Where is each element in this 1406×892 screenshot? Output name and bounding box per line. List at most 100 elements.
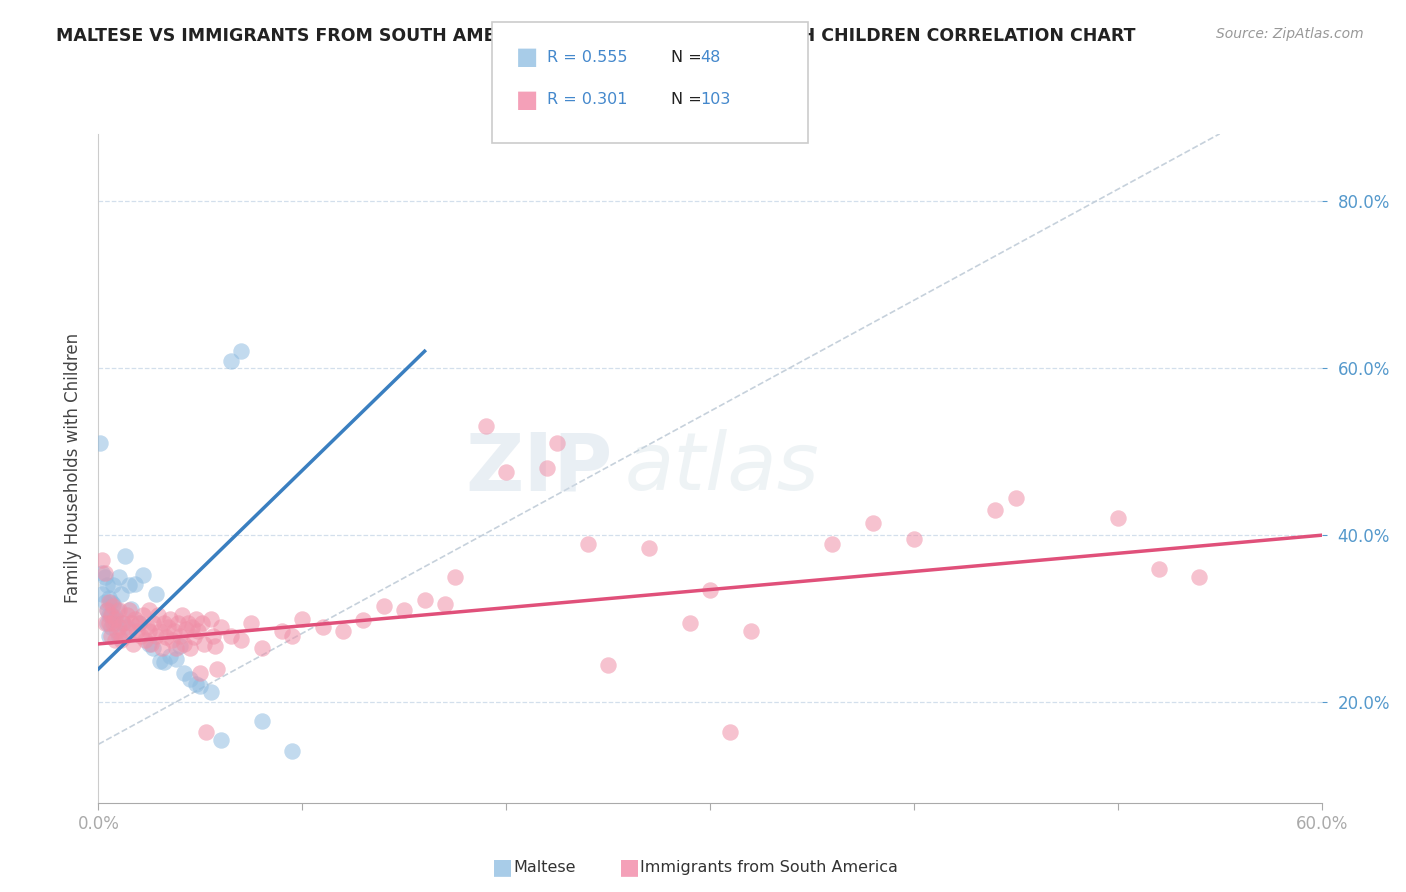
- Point: [101, 599, 124, 614]
- Point: [536, 461, 558, 475]
- Text: ■: ■: [492, 857, 513, 877]
- Point: [177, 615, 200, 630]
- Point: [122, 637, 145, 651]
- Point: [174, 622, 197, 636]
- Point: [100, 607, 122, 622]
- Point: [474, 419, 498, 434]
- Point: [392, 603, 416, 617]
- Point: [1107, 511, 1129, 525]
- Point: [146, 607, 169, 622]
- Point: [204, 639, 226, 653]
- Point: [332, 624, 354, 639]
- Point: [169, 628, 191, 642]
- Point: [118, 578, 141, 592]
- Text: ZIP: ZIP: [465, 429, 612, 508]
- Point: [91, 553, 114, 567]
- Point: [100, 628, 122, 642]
- Point: [128, 615, 150, 630]
- Point: [150, 641, 173, 656]
- Point: [200, 612, 222, 626]
- Point: [984, 503, 1007, 517]
- Point: [546, 436, 568, 450]
- Point: [219, 354, 242, 368]
- Point: [312, 620, 335, 634]
- Point: [101, 597, 124, 611]
- Point: [179, 641, 201, 656]
- Point: [128, 615, 150, 630]
- Point: [145, 587, 167, 601]
- Point: [181, 620, 204, 634]
- Point: [108, 603, 131, 617]
- Text: MALTESE VS IMMIGRANTS FROM SOUTH AMERICA FAMILY HOUSEHOLDS WITH CHILDREN CORRELA: MALTESE VS IMMIGRANTS FROM SOUTH AMERICA…: [56, 27, 1136, 45]
- Text: ■: ■: [516, 88, 538, 112]
- Point: [104, 615, 127, 630]
- Point: [373, 599, 395, 614]
- Point: [149, 624, 172, 639]
- Text: Immigrants from South America: Immigrants from South America: [640, 860, 897, 874]
- Point: [183, 630, 205, 644]
- Point: [115, 607, 138, 622]
- Point: [93, 595, 115, 609]
- Point: [167, 615, 190, 630]
- Point: [718, 724, 742, 739]
- Text: Source: ZipAtlas.com: Source: ZipAtlas.com: [1216, 27, 1364, 41]
- Point: [141, 637, 163, 651]
- Point: [138, 624, 160, 639]
- Point: [96, 615, 118, 630]
- Point: [100, 607, 122, 622]
- Point: [219, 628, 242, 642]
- Point: [118, 624, 141, 639]
- Point: [209, 733, 232, 747]
- Point: [138, 603, 160, 617]
- Text: ■: ■: [516, 45, 538, 69]
- Point: [93, 566, 115, 580]
- Point: [152, 615, 174, 630]
- Point: [132, 568, 155, 582]
- Point: [108, 620, 131, 634]
- Point: [152, 655, 174, 669]
- Point: [186, 612, 208, 626]
- Text: R = 0.301: R = 0.301: [547, 93, 627, 107]
- Text: 48: 48: [700, 50, 720, 64]
- Point: [129, 628, 152, 642]
- Text: ■: ■: [619, 857, 640, 877]
- Point: [97, 607, 120, 622]
- Point: [637, 541, 661, 555]
- Y-axis label: Family Households with Children: Family Households with Children: [63, 334, 82, 603]
- Point: [142, 615, 165, 630]
- Point: [169, 639, 191, 653]
- Point: [111, 615, 134, 630]
- Point: [862, 516, 884, 530]
- Point: [903, 533, 925, 547]
- Point: [201, 628, 224, 642]
- Point: [124, 612, 146, 626]
- Point: [136, 620, 159, 634]
- Point: [108, 630, 131, 644]
- Point: [250, 714, 273, 728]
- Point: [821, 536, 844, 550]
- Point: [191, 615, 214, 630]
- Point: [159, 648, 181, 663]
- Point: [281, 628, 304, 642]
- Point: [97, 615, 120, 630]
- Point: [118, 603, 141, 617]
- Point: [173, 666, 195, 681]
- Point: [97, 595, 120, 609]
- Point: [120, 615, 142, 630]
- Point: [114, 628, 136, 642]
- Text: R = 0.555: R = 0.555: [547, 50, 627, 64]
- Point: [115, 620, 138, 634]
- Point: [679, 615, 702, 630]
- Point: [156, 620, 179, 634]
- Point: [1147, 562, 1170, 576]
- Point: [159, 612, 181, 626]
- Point: [444, 570, 467, 584]
- Point: [110, 632, 132, 647]
- Point: [240, 615, 263, 630]
- Point: [188, 666, 212, 681]
- Point: [186, 677, 208, 691]
- Point: [1004, 491, 1026, 505]
- Point: [104, 632, 127, 647]
- Point: [195, 724, 218, 739]
- Point: [291, 612, 314, 626]
